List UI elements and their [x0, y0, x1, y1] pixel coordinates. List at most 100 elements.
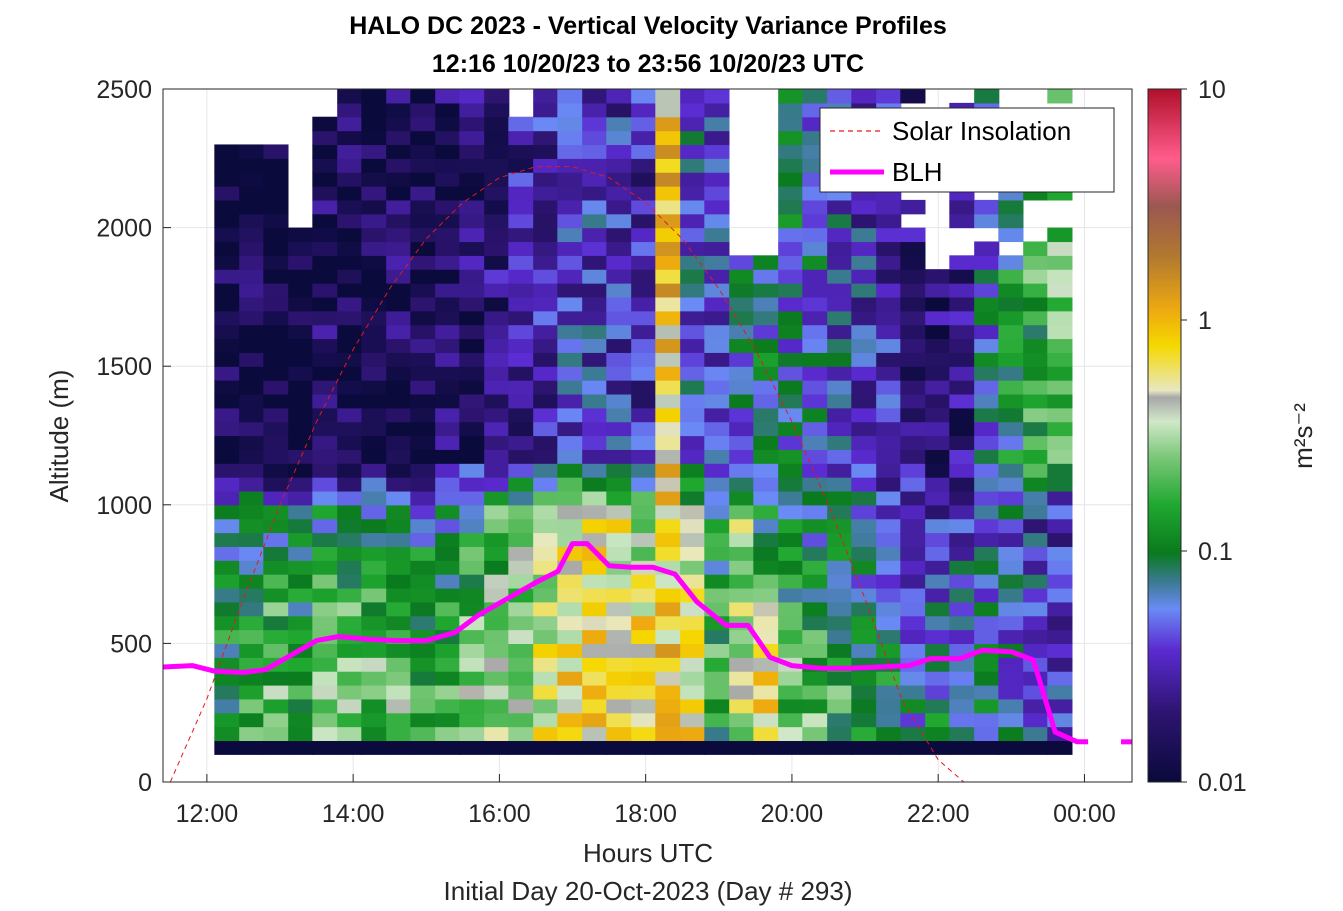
- heatmap-cell: [1047, 352, 1073, 367]
- heatmap-cell: [704, 310, 730, 326]
- heatmap-cell: [974, 504, 1000, 520]
- heatmap-cell: [802, 712, 828, 728]
- heatmap-cell: [1047, 393, 1073, 409]
- heatmap-cell: [386, 227, 412, 243]
- heatmap-cell: [263, 601, 289, 617]
- heatmap-cell: [974, 560, 1000, 575]
- heatmap-cell: [386, 144, 412, 159]
- heatmap-cell: [435, 158, 461, 173]
- heatmap-cell: [949, 546, 975, 561]
- heatmap-cell: [386, 241, 412, 256]
- heatmap-cell: [533, 740, 559, 755]
- heatmap-cell: [435, 726, 461, 742]
- heatmap-cell: [729, 283, 755, 298]
- heatmap-cell: [214, 546, 240, 561]
- heatmap-cell: [214, 671, 240, 686]
- heatmap-cell: [778, 740, 804, 755]
- heatmap-cell: [778, 490, 804, 506]
- heatmap-cell: [557, 435, 583, 450]
- heatmap-cell: [459, 186, 485, 201]
- heatmap-cell: [851, 241, 877, 256]
- heatmap-cell: [361, 698, 387, 714]
- heatmap-cell: [827, 324, 853, 340]
- heatmap-cell: [239, 463, 265, 478]
- heatmap-cell: [974, 615, 1000, 631]
- heatmap-cell: [459, 130, 485, 146]
- heatmap-cell: [239, 213, 265, 229]
- heatmap-cell: [606, 338, 632, 353]
- heatmap-cell: [606, 477, 632, 492]
- heatmap-cell: [729, 477, 755, 492]
- heatmap-cell: [312, 296, 338, 312]
- heatmap-cell: [631, 629, 657, 644]
- heatmap-cell: [704, 393, 730, 409]
- heatmap-cell: [337, 130, 363, 146]
- heatmap-cell: [386, 601, 412, 617]
- heatmap-cell: [606, 352, 632, 367]
- heatmap-cell: [484, 421, 510, 437]
- heatmap-cell: [337, 186, 363, 201]
- heatmap-cell: [1023, 269, 1049, 284]
- heatmap-cell: [557, 615, 583, 631]
- heatmap-cell: [802, 269, 828, 284]
- heatmap-cell: [1023, 490, 1049, 506]
- heatmap-cell: [239, 393, 265, 409]
- heatmap-cell: [484, 241, 510, 256]
- heatmap-cell: [508, 463, 534, 478]
- heatmap-cell: [582, 227, 608, 243]
- heatmap-cell: [631, 532, 657, 547]
- heatmap-cell: [900, 421, 926, 437]
- colorbar-tick-label: 0.1: [1198, 538, 1233, 566]
- heatmap-cell: [655, 463, 681, 478]
- heatmap-cell: [998, 740, 1024, 755]
- heatmap-cell: [410, 546, 436, 561]
- heatmap-cell: [680, 241, 706, 256]
- heatmap-cell: [778, 310, 804, 326]
- heatmap-cell: [778, 116, 804, 132]
- heatmap-cell: [582, 477, 608, 492]
- heatmap-cell: [386, 574, 412, 589]
- heatmap-cell: [582, 213, 608, 229]
- heatmap-cell: [533, 310, 559, 326]
- heatmap-cell: [214, 740, 240, 755]
- heatmap-cell: [1047, 490, 1073, 506]
- heatmap-cell: [974, 657, 1000, 672]
- heatmap-cell: [998, 366, 1024, 381]
- heatmap-cell: [876, 435, 902, 450]
- heatmap-cell: [361, 477, 387, 492]
- heatmap-cell: [753, 615, 779, 631]
- heatmap-cell: [925, 269, 951, 284]
- heatmap-cell: [239, 407, 265, 423]
- heatmap-cell: [900, 324, 926, 340]
- heatmap-cell: [655, 574, 681, 589]
- heatmap-cell: [802, 532, 828, 547]
- heatmap-cell: [851, 477, 877, 492]
- heatmap-cell: [655, 546, 681, 561]
- heatmap-cell: [655, 435, 681, 450]
- heatmap-cell: [312, 407, 338, 423]
- heatmap-cell: [606, 255, 632, 270]
- heatmap-cell: [606, 684, 632, 700]
- heatmap-cell: [312, 366, 338, 381]
- heatmap-cell: [704, 587, 730, 603]
- heatmap-cell: [1047, 407, 1073, 423]
- heatmap-cell: [312, 546, 338, 561]
- heatmap-cell: [729, 643, 755, 658]
- heatmap-cell: [925, 671, 951, 686]
- heatmap-cell: [925, 712, 951, 728]
- heatmap-cell: [312, 186, 338, 201]
- heatmap-cell: [827, 560, 853, 575]
- heatmap-cell: [704, 463, 730, 478]
- heatmap-cell: [876, 518, 902, 534]
- heatmap-cell: [410, 643, 436, 658]
- heatmap-cell: [827, 435, 853, 450]
- heatmap-cell: [778, 435, 804, 450]
- heatmap-cell: [361, 407, 387, 423]
- heatmap-cell: [778, 227, 804, 243]
- heatmap-cell: [827, 227, 853, 243]
- heatmap-cell: [508, 601, 534, 617]
- heatmap-cell: [1023, 546, 1049, 561]
- heatmap-cell: [533, 241, 559, 256]
- heatmap-cell: [729, 310, 755, 326]
